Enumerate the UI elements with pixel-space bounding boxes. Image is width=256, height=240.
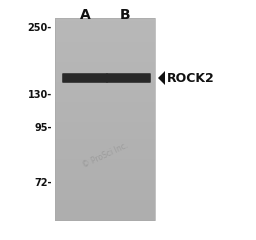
Bar	[55, 102, 155, 106]
Bar	[55, 213, 155, 217]
Bar	[55, 173, 155, 177]
Bar	[55, 126, 155, 130]
Bar	[55, 38, 155, 42]
Bar	[55, 156, 155, 160]
Bar	[55, 85, 155, 89]
Bar	[55, 18, 155, 220]
Bar	[55, 21, 155, 25]
FancyBboxPatch shape	[106, 73, 151, 83]
Bar	[55, 166, 155, 170]
Polygon shape	[158, 71, 165, 85]
Text: B: B	[120, 8, 130, 22]
Bar	[55, 109, 155, 113]
Bar	[55, 48, 155, 52]
Bar	[55, 176, 155, 180]
Bar	[55, 25, 155, 29]
Bar	[55, 190, 155, 194]
Text: A: A	[80, 8, 90, 22]
Bar	[55, 180, 155, 183]
Bar	[55, 42, 155, 45]
Bar	[55, 82, 155, 86]
Bar	[55, 132, 155, 136]
Bar	[55, 153, 155, 156]
Bar	[55, 149, 155, 153]
Bar	[55, 35, 155, 39]
Bar	[55, 75, 155, 79]
Bar	[55, 68, 155, 72]
Text: © ProSci Inc.: © ProSci Inc.	[81, 140, 129, 169]
Bar	[55, 159, 155, 163]
Bar	[55, 79, 155, 83]
Bar	[55, 116, 155, 120]
Bar	[55, 186, 155, 190]
Text: 130-: 130-	[28, 90, 52, 100]
Bar	[55, 58, 155, 62]
Bar	[55, 203, 155, 207]
Bar	[55, 196, 155, 200]
Bar	[55, 193, 155, 197]
Text: ROCK2: ROCK2	[167, 72, 215, 84]
Bar	[55, 139, 155, 143]
Bar	[55, 146, 155, 150]
Bar	[55, 207, 155, 210]
Bar	[55, 143, 155, 146]
Bar	[55, 45, 155, 49]
Bar	[55, 136, 155, 140]
Bar	[55, 99, 155, 103]
Bar	[55, 89, 155, 93]
Text: 250-: 250-	[28, 23, 52, 33]
Bar	[55, 122, 155, 126]
Bar	[55, 183, 155, 187]
Bar	[55, 200, 155, 204]
Bar	[55, 31, 155, 35]
Bar	[55, 119, 155, 123]
Text: 95-: 95-	[35, 123, 52, 133]
Bar	[55, 65, 155, 69]
Bar	[55, 62, 155, 66]
Bar	[55, 106, 155, 109]
FancyBboxPatch shape	[62, 73, 108, 83]
Bar	[55, 52, 155, 55]
Bar	[55, 217, 155, 221]
Bar	[55, 112, 155, 116]
Bar	[55, 55, 155, 59]
Bar	[55, 129, 155, 133]
Bar	[55, 96, 155, 99]
Text: 72-: 72-	[35, 178, 52, 188]
Bar	[55, 72, 155, 76]
Bar	[55, 210, 155, 214]
Bar	[55, 18, 155, 22]
Bar	[55, 92, 155, 96]
Bar	[55, 28, 155, 32]
Bar	[55, 169, 155, 173]
Bar	[55, 163, 155, 167]
